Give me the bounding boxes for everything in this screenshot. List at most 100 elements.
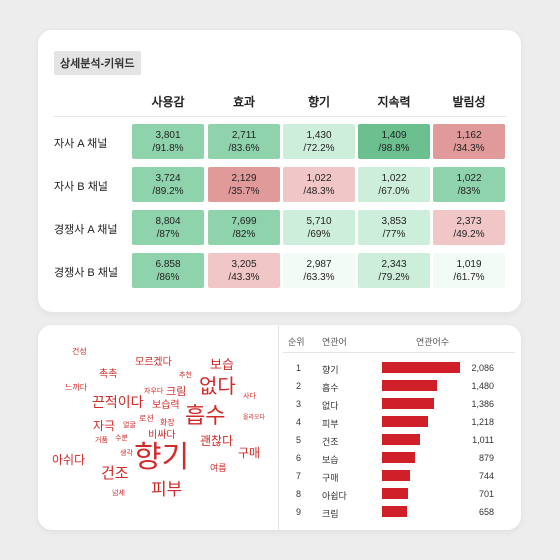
cloud-word: 넘세: [112, 490, 125, 497]
keyword-count: 2,086: [471, 363, 494, 373]
cell-percent: /63.3%: [303, 271, 335, 283]
matrix-cell: 7,699/82%: [208, 210, 280, 245]
cloud-word: 느끼다: [65, 383, 88, 392]
keyword-bar: [382, 380, 437, 391]
matrix-cell: 2,373/49.2%: [433, 210, 505, 245]
keyword-rank: 4: [296, 417, 302, 427]
keyword-rank: 5: [296, 435, 302, 445]
cell-count: 2,987: [306, 258, 332, 270]
cell-count: 2,711: [231, 129, 257, 141]
matrix-cell: 3,205/43.3%: [208, 253, 280, 288]
cell-count: 8,804: [155, 215, 181, 227]
column-header-spread: 발림성: [452, 95, 486, 109]
cloud-word: 사다: [243, 393, 256, 400]
matrix-cell: 3,724/89.2%: [132, 167, 204, 202]
keyword-rank: 1: [296, 363, 302, 373]
cloud-word: 자극: [93, 419, 116, 433]
cell-count: 7,699: [231, 215, 257, 227]
keyword-rank: 2: [296, 381, 302, 391]
cloud-word: 화장: [160, 418, 175, 427]
cell-count: 1,022: [306, 172, 332, 184]
cell-count: 1,162: [456, 129, 482, 141]
cloud-word: 모르겠다: [135, 357, 172, 368]
cloud-word: 구매: [238, 446, 261, 460]
cell-percent: /82%: [232, 228, 256, 240]
cell-percent: /91.8%: [152, 142, 184, 154]
cell-percent: /72.2%: [303, 142, 335, 154]
matrix-cell: 3,801/91.8%: [132, 124, 204, 159]
cell-count: 1,022: [381, 172, 407, 184]
keyword-count: 658: [478, 507, 494, 517]
keyword-rank: 6: [296, 453, 302, 463]
cell-percent: /35.7%: [228, 185, 260, 197]
keyword-name: 향기: [322, 365, 339, 375]
matrix-cell: 2,129/35.7%: [208, 167, 280, 202]
keyword-name: 크림: [322, 509, 339, 519]
keyword-bar: [382, 488, 408, 499]
rank-header: 순위: [288, 337, 305, 347]
cell-count: 3,801: [155, 129, 181, 141]
cell-percent: /98.8%: [378, 142, 410, 154]
cloud-word: 건성: [72, 347, 87, 356]
matrix-cell: 1,019/61.7%: [433, 253, 505, 288]
keyword-count: 1,218: [471, 417, 494, 427]
keyword-header-divider: [283, 352, 515, 353]
row-own-b-label: 자사 B 채널: [54, 181, 108, 193]
cell-percent: /86%: [156, 271, 180, 283]
cell-percent: /43.3%: [228, 271, 260, 283]
keyword-count: 1,386: [471, 399, 494, 409]
keyword-name: 건조: [322, 437, 339, 447]
keyword-count: 1,480: [471, 381, 494, 391]
keyword-name: 구매: [322, 473, 339, 483]
header-divider: [54, 116, 506, 117]
matrix-cell: 1,022/48.3%: [283, 167, 355, 202]
cell-count: 1,022: [456, 172, 482, 184]
cloud-word: 보습력: [152, 400, 180, 411]
keyword-rank: 3: [296, 399, 302, 409]
matrix-cell: 6.858/86%: [132, 253, 204, 288]
count-header: 연관어수: [416, 337, 450, 347]
matrix-cell: 1,409/98.8%: [358, 124, 430, 159]
cloud-word: 흡수: [185, 403, 226, 428]
keyword-bar: [382, 434, 420, 445]
matrix-cell: 8,804/87%: [132, 210, 204, 245]
cell-count: 1,019: [456, 258, 482, 270]
cloud-word: 끈적이다: [92, 394, 144, 410]
cloud-word: 추천: [179, 372, 192, 379]
cell-count: 1,409: [381, 129, 407, 141]
cloud-word: 향기: [134, 441, 190, 474]
matrix-cell: 1,430/72.2%: [283, 124, 355, 159]
keyword-bar: [382, 470, 410, 481]
cell-count: 5,710: [306, 215, 332, 227]
cell-count: 2,129: [231, 172, 257, 184]
matrix-cell: 5,710/69%: [283, 210, 355, 245]
keyword-count: 1,011: [472, 435, 494, 445]
cell-count: 2,343: [381, 258, 407, 270]
column-header-durability: 지속력: [377, 95, 411, 109]
cloud-word: 피부: [151, 480, 183, 499]
keyword-bar: [382, 398, 434, 409]
matrix-cell: 1,162/34.3%: [433, 124, 505, 159]
matrix-cell: 1,022/83%: [433, 167, 505, 202]
cell-percent: /79.2%: [378, 271, 410, 283]
keyword-rank: 7: [296, 471, 302, 481]
column-header-scent: 향기: [307, 95, 331, 109]
cell-percent: /89.2%: [152, 185, 184, 197]
cell-count: 3,853: [381, 215, 407, 227]
related-keywords-card: 건성 모르겠다 보습 촉촉 추천 느끼다 자우다 크림 없다 사다 끈적이다 보습력 로션 흡수 올라오다 자…: [38, 325, 521, 530]
keyword-bar: [382, 416, 428, 427]
column-header-effect: 효과: [232, 95, 256, 109]
cloud-word: 크림: [166, 386, 187, 398]
cloud-word: 얼굴: [123, 422, 136, 429]
matrix-cell: 2,711/83.6%: [208, 124, 280, 159]
keyword-count: 879: [478, 453, 494, 463]
cell-percent: /48.3%: [303, 185, 335, 197]
matrix-cell: 2,343/79.2%: [358, 253, 430, 288]
cloud-word: 괜찮다: [200, 434, 234, 448]
cloud-word: 보습: [210, 357, 234, 372]
matrix-cell: 2,987/63.3%: [283, 253, 355, 288]
keyword-bar: [382, 452, 415, 463]
column-header-usability: 사용감: [151, 95, 185, 109]
keyword-header: 연관어: [322, 337, 347, 347]
row-own-a-label: 자사 A 채널: [54, 138, 108, 150]
